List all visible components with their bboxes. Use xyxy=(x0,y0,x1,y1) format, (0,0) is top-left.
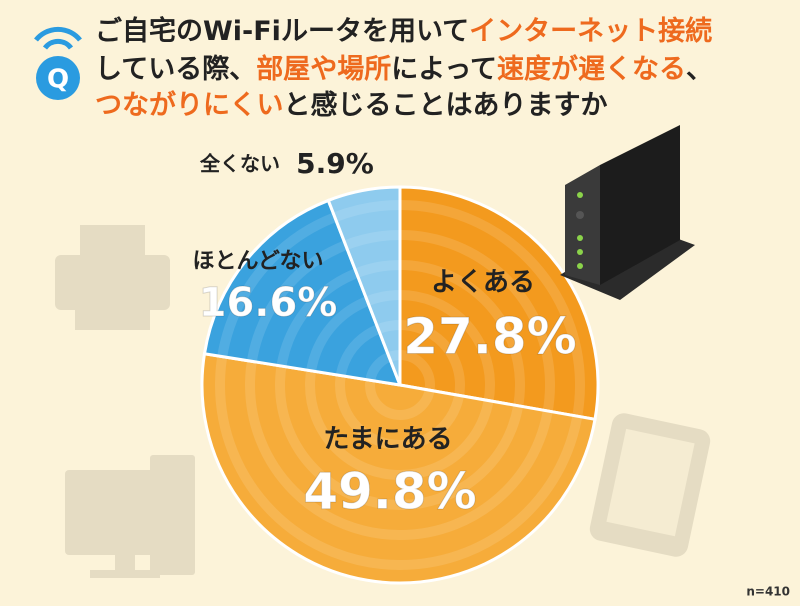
printer-icon xyxy=(55,225,170,330)
title-part: 部屋や場所 xyxy=(256,53,391,85)
chart-title: ご自宅のWi-Fiルータを用いてインターネット接続 xyxy=(95,15,712,47)
ring-pattern xyxy=(275,260,525,510)
pie-slice xyxy=(202,198,403,387)
value-label: 5.9% xyxy=(296,147,374,180)
category-label: たまにある xyxy=(323,425,452,455)
ring-pattern xyxy=(245,230,555,540)
value-label: 49.8% xyxy=(303,463,476,521)
pie-slice xyxy=(398,185,600,422)
computer-icon xyxy=(65,455,195,578)
q-icon: Q xyxy=(34,26,82,100)
title-part: ご自宅のWi-Fiルータを用いて xyxy=(95,15,469,47)
pie-slice xyxy=(326,185,402,386)
title-part: によって xyxy=(391,54,497,85)
chart-title: している際、部屋や場所によって速度が遅くなる、 xyxy=(95,53,713,85)
router-icon xyxy=(560,125,695,300)
pie-slice xyxy=(200,352,597,585)
pie xyxy=(200,185,600,585)
ring-pattern xyxy=(215,200,585,570)
chart-title: つながりにくいと感じることはありますか xyxy=(95,89,607,121)
ring-pattern xyxy=(365,350,435,420)
svg-text:Q: Q xyxy=(47,65,69,95)
note: n=410 xyxy=(746,585,790,599)
value-label: 27.8% xyxy=(403,308,576,366)
title-part: インターネット接続 xyxy=(469,16,712,47)
ring-pattern xyxy=(335,320,465,450)
category-label: 全くない xyxy=(199,152,280,176)
title-part: 速度が遅くなる xyxy=(497,53,686,85)
title-part: と感じることはありますか xyxy=(283,89,607,121)
category-label: ほとんどない xyxy=(193,249,324,274)
category-label: よくある xyxy=(431,268,535,298)
title-part: 、 xyxy=(686,54,713,85)
tablet-icon xyxy=(589,413,711,557)
ring-pattern xyxy=(305,290,495,480)
title-part: している際、 xyxy=(95,54,256,85)
title-part: つながりにくい xyxy=(95,89,283,121)
value-label: 16.6% xyxy=(199,280,338,326)
